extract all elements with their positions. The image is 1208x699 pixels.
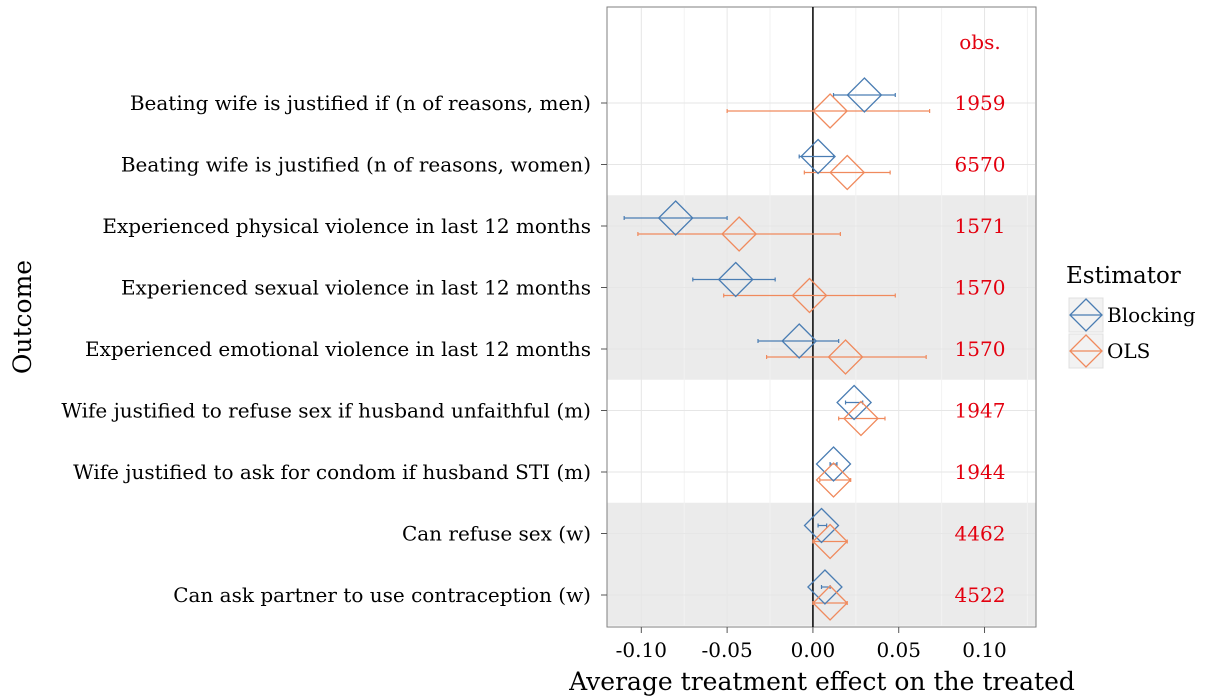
outcome-labels: Beating wife is justified if (n of reaso…: [61, 91, 591, 607]
x-tick-label: 0.00: [791, 638, 836, 662]
shade-band: [607, 502, 1036, 626]
point-estimates: [657, 77, 883, 621]
point-ols: [812, 585, 848, 621]
legend-key-diamond: [1069, 298, 1103, 332]
legend-label: Blocking: [1107, 303, 1196, 327]
outcome-label: Wife justified to ask for condom if husb…: [73, 460, 591, 484]
point-blocking: [815, 446, 852, 482]
point-blocking: [657, 200, 694, 236]
obs-counts: obs. 1959 6570 1571 1570 1570 1947 1944 4462 452…: [955, 30, 1006, 607]
point-ols: [827, 339, 864, 375]
outcome-label: Experienced physical violence in last 12…: [102, 214, 591, 238]
outcome-label: Experienced emotional violence in last 1…: [85, 337, 591, 361]
obs-count: 1947: [955, 399, 1006, 423]
y-axis-label: Outcome: [8, 260, 37, 374]
error-bars: [623, 93, 931, 605]
point-blocking: [717, 261, 754, 298]
outcome-label: Can ask partner to use contraception (w): [173, 583, 591, 607]
point-ols: [829, 154, 866, 191]
point-ols: [815, 462, 852, 498]
legend: Estimator Blocking OLS: [1066, 263, 1196, 369]
legend-key-diamond: [1069, 334, 1103, 368]
x-tick-label: -0.05: [701, 638, 752, 662]
outcome-label: Beating wife is justified (n of reasons,…: [121, 153, 591, 177]
point-blocking: [803, 507, 840, 544]
outcome-label: Wife justified to refuse sex if husband …: [61, 399, 591, 423]
x-ticks: -0.10 -0.05 0.00 0.05 0.10: [616, 627, 1007, 662]
obs-count: 6570: [955, 153, 1006, 177]
obs-count: 4522: [955, 583, 1006, 607]
outcome-label: Experienced sexual violence in last 12 m…: [121, 276, 591, 300]
outcome-label: Can refuse sex (w): [402, 522, 591, 546]
point-blocking: [781, 323, 818, 359]
obs-count: 1959: [955, 91, 1006, 115]
obs-count: 1570: [955, 337, 1006, 361]
obs-count: 4462: [955, 522, 1006, 546]
obs-count: 1571: [955, 214, 1006, 238]
point-blocking: [846, 77, 883, 113]
obs-header: obs.: [959, 30, 1000, 54]
outcome-label: Beating wife is justified if (n of reaso…: [130, 91, 591, 115]
point-blocking: [800, 138, 836, 175]
x-tick-label: 0.05: [876, 638, 921, 662]
point-ols: [791, 277, 828, 314]
point-ols: [843, 400, 879, 437]
obs-count: 1570: [955, 276, 1006, 300]
obs-count: 1944: [955, 460, 1006, 484]
legend-title: Estimator: [1066, 263, 1181, 289]
point-ols: [812, 523, 848, 560]
point-ols: [721, 216, 758, 252]
point-ols: [812, 93, 848, 129]
legend-label: OLS: [1107, 339, 1150, 363]
point-blocking: [836, 384, 873, 421]
x-tick-label: 0.10: [962, 638, 1007, 662]
x-tick-label: -0.10: [616, 638, 667, 662]
point-blocking: [807, 569, 843, 605]
y-ticks: [601, 102, 607, 596]
x-axis-label: Average treatment effect on the treated: [568, 667, 1075, 696]
